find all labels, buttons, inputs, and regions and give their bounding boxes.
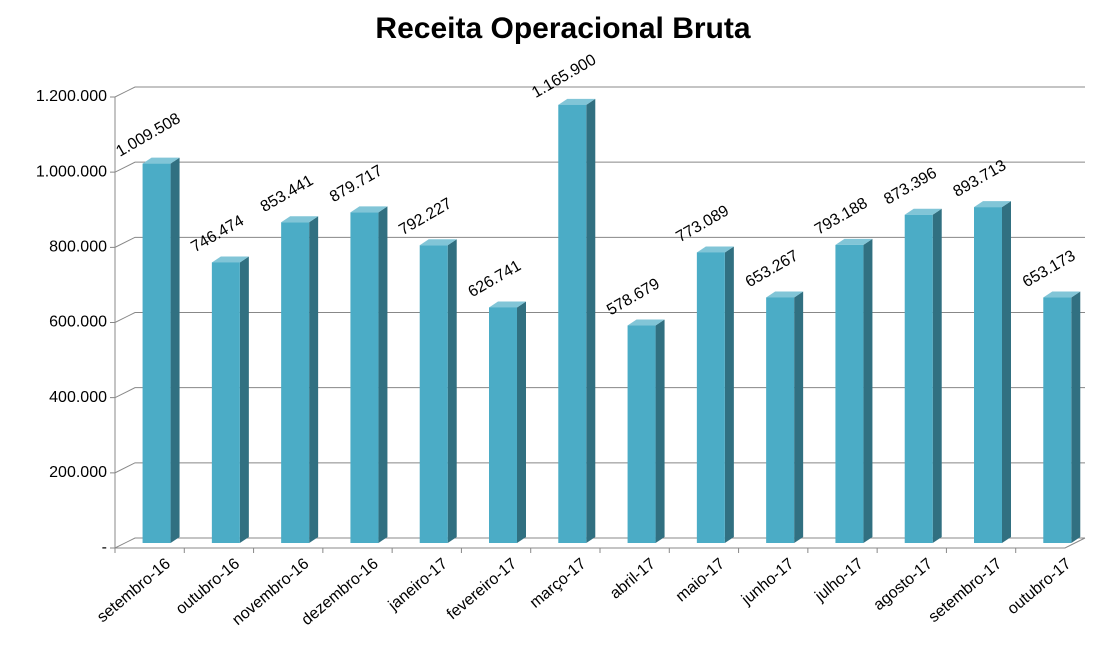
x-tick-label: outubro-16 <box>173 555 243 618</box>
bar-front <box>835 244 864 544</box>
x-tick-label: setembro-16 <box>94 555 174 626</box>
bar-front <box>1043 297 1072 543</box>
bar-front <box>558 104 587 543</box>
bar <box>419 239 457 543</box>
bar <box>558 98 596 543</box>
bar-front <box>489 307 517 543</box>
x-tick-label: dezembro-16 <box>299 555 382 629</box>
bar-front <box>904 214 933 544</box>
bar-side <box>309 216 319 544</box>
x-tick-label: agosto-17 <box>871 555 937 614</box>
data-label: 1.009.508 <box>113 110 183 160</box>
bar <box>211 256 249 543</box>
bar-front <box>627 325 656 543</box>
bar-front <box>419 245 448 543</box>
grid-line <box>110 236 1085 248</box>
bar <box>766 291 804 543</box>
bar-top <box>558 98 596 105</box>
bar-side <box>517 301 526 543</box>
bar-front <box>974 207 1002 544</box>
data-label: 793.188 <box>812 195 871 239</box>
x-tick-label: maio-17 <box>673 555 728 605</box>
data-label: 746.474 <box>188 212 247 256</box>
bar <box>281 216 319 544</box>
bar-side <box>724 246 734 543</box>
bar-top <box>627 319 665 326</box>
chart-title: Receita Operacional Bruta <box>375 12 750 45</box>
bar-side <box>794 291 804 543</box>
bar-top <box>142 157 180 164</box>
x-tick-label: abril-17 <box>607 555 659 602</box>
bar <box>489 301 526 543</box>
data-label: 873.396 <box>881 165 940 209</box>
y-tick-label: - <box>102 539 107 556</box>
bar <box>142 157 180 543</box>
y-tick-label: 400.000 <box>49 389 107 406</box>
x-tick-label: setembro-17 <box>926 555 1006 626</box>
bar-side <box>1002 201 1011 544</box>
bar-top <box>766 291 804 298</box>
grid-line <box>110 462 1085 474</box>
floor <box>115 537 1086 549</box>
x-tick-label: julho-17 <box>811 555 866 605</box>
bar <box>627 319 665 543</box>
bar-top <box>211 256 249 263</box>
data-label: 1.165.900 <box>529 51 599 101</box>
x-tick-label: fevereiro-17 <box>444 555 520 623</box>
bar <box>974 201 1011 544</box>
data-label: 653.267 <box>743 247 802 291</box>
grid-line <box>110 161 1085 173</box>
bar-side <box>863 238 873 544</box>
bar <box>696 246 734 543</box>
y-tick-label: 200.000 <box>49 464 107 481</box>
bar-top <box>489 301 526 308</box>
bar <box>904 208 942 544</box>
grid-line <box>110 86 1085 98</box>
bar-front <box>211 262 240 543</box>
bar-top <box>904 208 942 215</box>
bar-side <box>655 319 665 543</box>
y-tick-label: 800.000 <box>49 239 107 256</box>
data-label: 653.173 <box>1020 247 1079 291</box>
bar-top <box>835 238 873 245</box>
bar-side <box>586 98 596 543</box>
bar-front <box>350 212 379 543</box>
bar-top <box>350 206 388 213</box>
x-tick-label: outubro-17 <box>1004 555 1074 618</box>
y-tick-label: 600.000 <box>49 314 107 331</box>
x-tick-label: março-17 <box>527 555 590 612</box>
bar-front <box>281 222 310 544</box>
grid-line <box>110 387 1085 399</box>
bar <box>1043 291 1081 543</box>
bar-side <box>932 208 942 544</box>
bar-side <box>239 256 249 543</box>
y-tick-label: 1.000.000 <box>36 163 107 180</box>
bar-side <box>378 206 388 543</box>
data-label: 853.441 <box>258 172 317 216</box>
bar-front <box>696 252 725 543</box>
data-label: 879.717 <box>327 162 386 206</box>
x-tick-label: junho-17 <box>738 555 797 609</box>
bar-side <box>447 239 457 543</box>
bar-front <box>766 297 795 543</box>
bar <box>350 206 388 543</box>
grid-line <box>110 537 1085 549</box>
data-label: 773.089 <box>673 202 732 246</box>
bar-side <box>1071 291 1081 543</box>
bar-top <box>419 239 457 246</box>
data-label: 626.741 <box>466 257 525 301</box>
bar-side <box>170 157 180 543</box>
bar-top <box>696 246 734 253</box>
grid-line <box>110 312 1085 323</box>
bar <box>835 238 873 544</box>
y-tick-label: 1.200.000 <box>36 88 107 105</box>
data-label: 893.713 <box>951 157 1010 201</box>
bar-front <box>142 163 171 543</box>
data-label: 792.227 <box>396 195 455 239</box>
x-tick-label: janeiro-17 <box>385 555 451 614</box>
bar-top <box>281 216 319 223</box>
bar-top <box>974 201 1011 208</box>
bar-top <box>1043 291 1081 298</box>
